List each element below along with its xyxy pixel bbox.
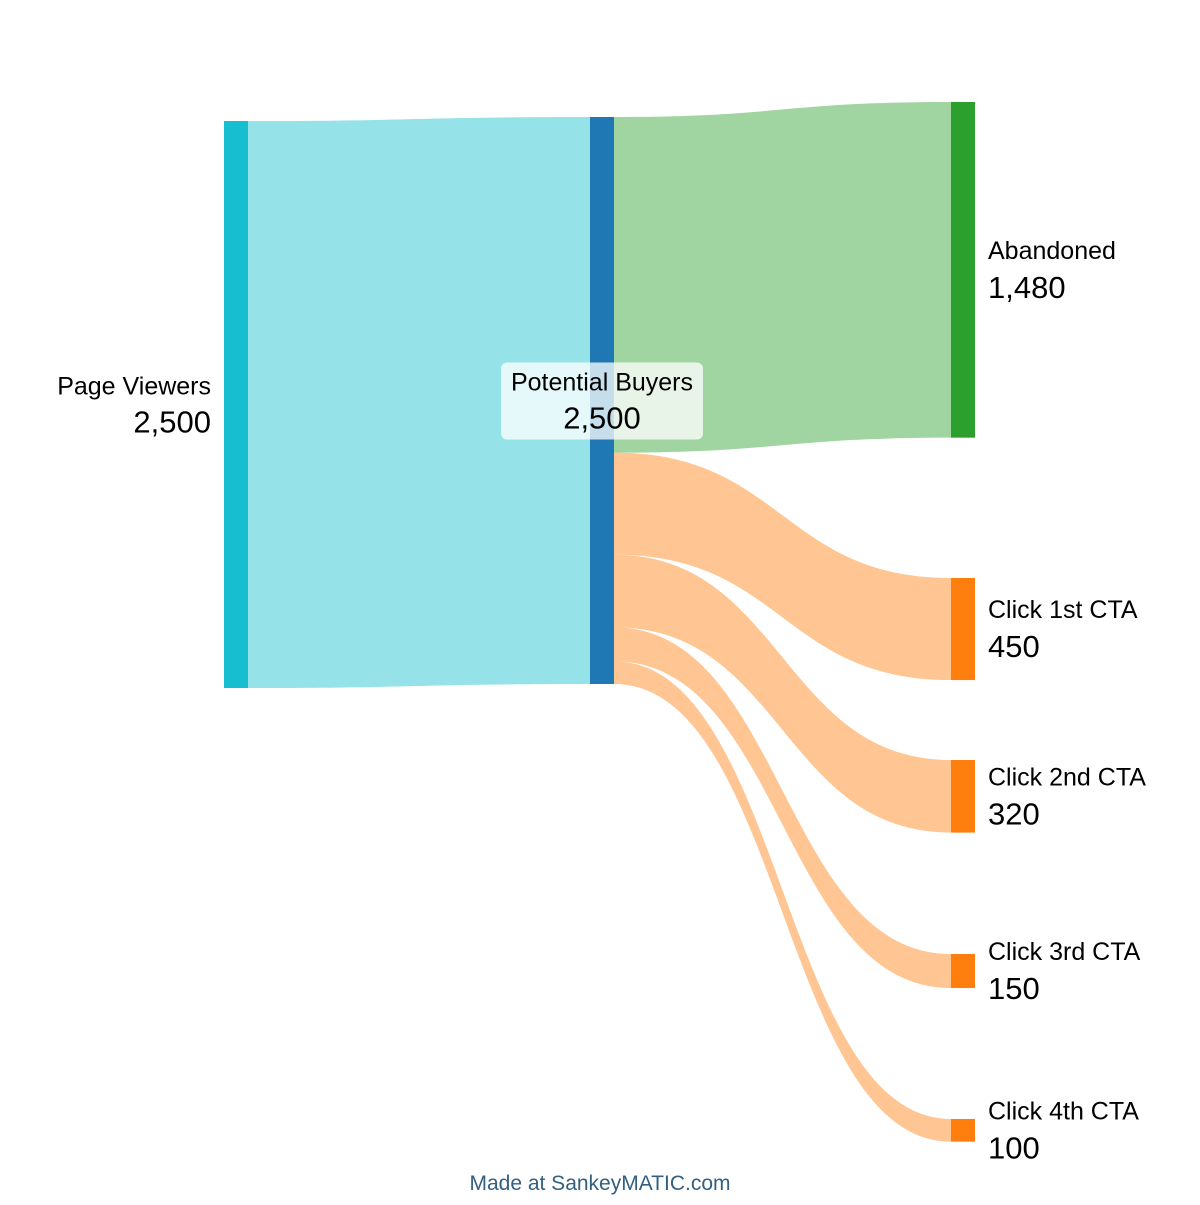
node-name: Potential Buyers — [511, 369, 693, 397]
node-name: Abandoned — [988, 237, 1116, 265]
flow — [614, 452, 951, 681]
node-name: Page Viewers — [57, 373, 211, 401]
node-value: 100 — [988, 1130, 1040, 1165]
flow — [614, 627, 951, 989]
node-name: Click 4th CTA — [988, 1097, 1139, 1125]
node-label: Click 3rd CTA 150 — [988, 938, 1141, 1006]
node-value: 1,480 — [988, 270, 1066, 305]
node — [951, 1119, 975, 1142]
node-value: 2,500 — [563, 401, 641, 436]
node-label: Potential Buyers 2,500 — [500, 362, 704, 440]
flow — [614, 554, 951, 833]
node-label: Click 1st CTA 450 — [988, 596, 1138, 664]
node-name: Click 1st CTA — [988, 596, 1138, 624]
node — [951, 954, 975, 989]
node-label: Click 4th CTA 100 — [988, 1097, 1139, 1165]
node-name: Click 3rd CTA — [988, 938, 1141, 966]
node-value: 320 — [988, 796, 1040, 831]
flow — [248, 117, 590, 688]
node — [224, 121, 248, 688]
nodes — [224, 102, 975, 1142]
node-value: 150 — [988, 971, 1040, 1006]
labels: Page Viewers 2,500 Potential Buyers 2,500 Ab… — [57, 237, 1146, 1166]
node-value: 2,500 — [133, 405, 211, 440]
node-label: Abandoned 1,480 — [988, 237, 1116, 305]
footer[interactable]: Made at SankeyMATIC.com — [469, 1172, 730, 1195]
links — [248, 102, 951, 1142]
node-value: 450 — [988, 629, 1040, 664]
node-label: Page Viewers 2,500 — [57, 373, 211, 440]
node-label: Click 2nd CTA 320 — [988, 763, 1146, 831]
flow — [614, 661, 951, 1142]
label-background — [500, 362, 704, 440]
node — [951, 578, 975, 681]
node — [951, 760, 975, 833]
node — [951, 102, 975, 438]
node-name: Click 2nd CTA — [988, 763, 1146, 791]
